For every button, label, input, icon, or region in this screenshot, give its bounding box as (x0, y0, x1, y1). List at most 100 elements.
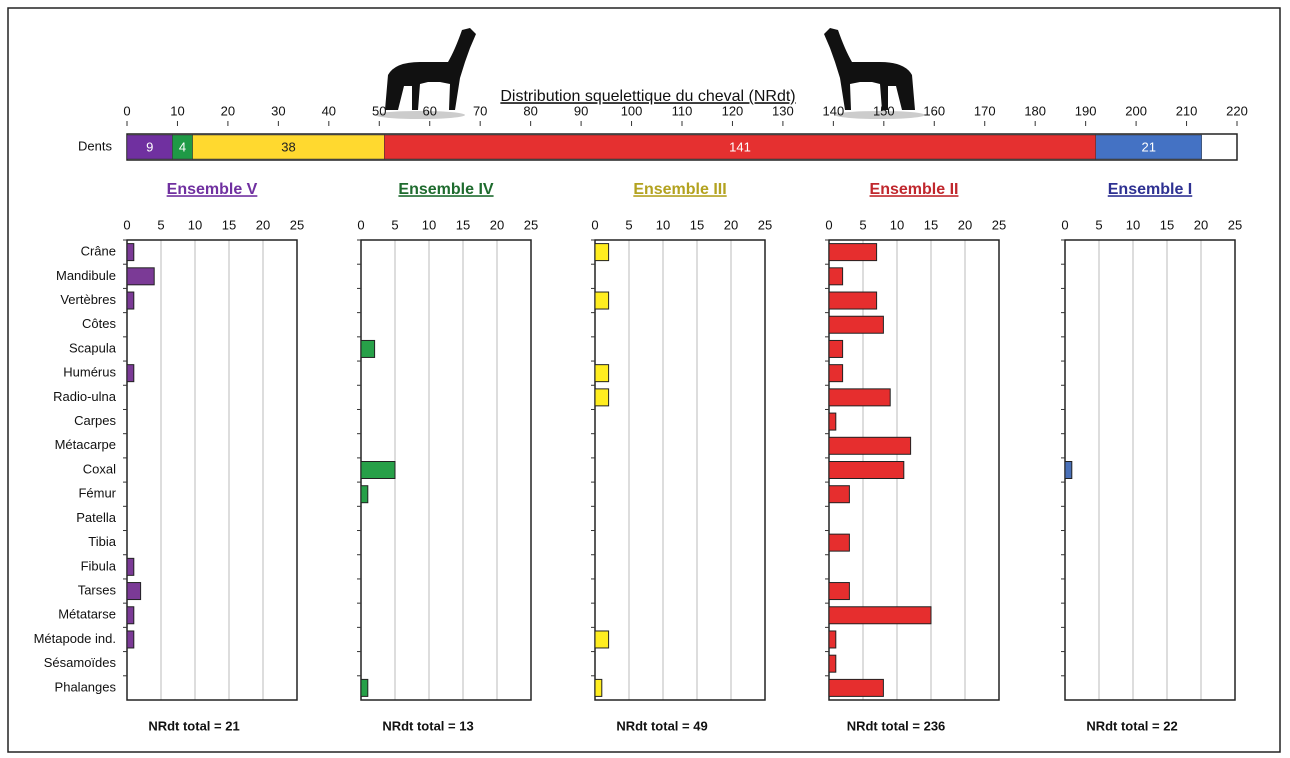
y-tick-label: Fibula (81, 558, 117, 573)
value-label: 38 (281, 139, 295, 154)
bar (828, 654, 837, 673)
x-tick-label: 15 (690, 217, 704, 232)
x-tick-label: 20 (958, 217, 972, 232)
bar (126, 267, 155, 286)
x-tick-label: 0 (825, 217, 832, 232)
y-tick-label: Métacarpe (55, 437, 116, 452)
horse-left (375, 28, 476, 119)
bar (828, 364, 844, 383)
x-tick-label: 20 (724, 217, 738, 232)
y-tick-label: Patella (76, 510, 117, 525)
x-tick-label: 90 (574, 103, 588, 118)
x-tick-label: 10 (188, 217, 202, 232)
x-tick-label: 210 (1176, 103, 1198, 118)
x-tick-label: 220 (1226, 103, 1248, 118)
bar (828, 606, 932, 625)
row-label: Dents (78, 138, 112, 153)
value-label: 141 (729, 139, 751, 154)
x-tick-label: 60 (422, 103, 436, 118)
x-tick-label: 0 (591, 217, 598, 232)
panel-title: Ensemble IV (398, 181, 493, 198)
x-tick-label: 5 (391, 217, 398, 232)
x-tick-label: 10 (1126, 217, 1140, 232)
x-tick-label: 10 (422, 217, 436, 232)
y-tick-label: Coxal (83, 461, 116, 476)
y-tick-label: Crâne (81, 244, 116, 259)
plot-frame (1064, 239, 1236, 701)
bar (828, 436, 912, 455)
value-label: 9 (146, 139, 153, 154)
bar (828, 388, 891, 407)
panel-footer: NRdt total = 236 (847, 718, 946, 733)
x-tick-label: 15 (456, 217, 470, 232)
x-tick-label: 190 (1075, 103, 1097, 118)
x-tick-label: 10 (890, 217, 904, 232)
horse-right (824, 28, 925, 119)
y-tick-label: Fémur (78, 486, 116, 501)
x-tick-label: 0 (1061, 217, 1068, 232)
x-tick-label: 5 (1095, 217, 1102, 232)
panel-title: Ensemble I (1108, 181, 1192, 198)
x-tick-label: 5 (157, 217, 164, 232)
x-tick-label: 30 (271, 103, 285, 118)
bar (594, 388, 610, 407)
panel-title: Ensemble V (167, 181, 258, 198)
x-tick-label: 150 (873, 103, 895, 118)
x-tick-label: 25 (290, 217, 304, 232)
bar (828, 630, 837, 649)
bar (828, 412, 837, 431)
bar (360, 339, 376, 358)
x-tick-label: 15 (222, 217, 236, 232)
x-tick-label: 10 (170, 103, 184, 118)
x-tick-label: 0 (123, 103, 130, 118)
bar (594, 243, 610, 262)
y-tick-label: Métatarse (58, 607, 116, 622)
value-label: 21 (1141, 139, 1155, 154)
x-tick-label: 140 (823, 103, 845, 118)
panel-footer: NRdt total = 49 (616, 718, 707, 733)
bar (594, 291, 610, 310)
x-tick-label: 20 (256, 217, 270, 232)
panel-footer: NRdt total = 22 (1086, 718, 1177, 733)
panel-title: Ensemble II (870, 181, 959, 198)
x-tick-label: 110 (672, 103, 693, 118)
y-tick-label: Radio-ulna (53, 389, 117, 404)
y-tick-label: Vertèbres (60, 292, 116, 307)
x-tick-label: 25 (524, 217, 538, 232)
bar (828, 533, 850, 552)
x-tick-label: 5 (859, 217, 866, 232)
x-tick-label: 20 (1194, 217, 1208, 232)
bar-segment (126, 134, 173, 160)
bar (828, 485, 850, 504)
x-tick-label: 170 (974, 103, 996, 118)
bar (828, 315, 884, 334)
bar-segment (1095, 134, 1202, 160)
bar (594, 364, 610, 383)
y-tick-label: Scapula (69, 340, 117, 355)
y-tick-label: Carpes (74, 413, 116, 428)
x-tick-label: 100 (621, 103, 643, 118)
y-tick-label: Mandibule (56, 268, 116, 283)
bar (828, 267, 844, 286)
bar (828, 243, 878, 262)
y-tick-label: Tibia (88, 534, 116, 549)
x-tick-label: 20 (490, 217, 504, 232)
bar (828, 291, 878, 310)
bar (360, 485, 369, 504)
bar (126, 557, 135, 576)
y-tick-label: Humérus (63, 365, 116, 380)
x-tick-label: 70 (473, 103, 487, 118)
chart-title: Distribution squelettique du cheval (NRd… (500, 88, 795, 105)
x-tick-label: 25 (758, 217, 772, 232)
x-tick-label: 180 (1024, 103, 1046, 118)
bar (360, 678, 369, 697)
bar (828, 461, 905, 479)
bar (126, 364, 135, 383)
x-tick-label: 50 (372, 103, 386, 118)
bar (594, 630, 610, 649)
bar-segment (192, 134, 385, 160)
plot-frame (594, 239, 766, 701)
x-tick-label: 15 (1160, 217, 1174, 232)
x-tick-label: 20 (221, 103, 235, 118)
